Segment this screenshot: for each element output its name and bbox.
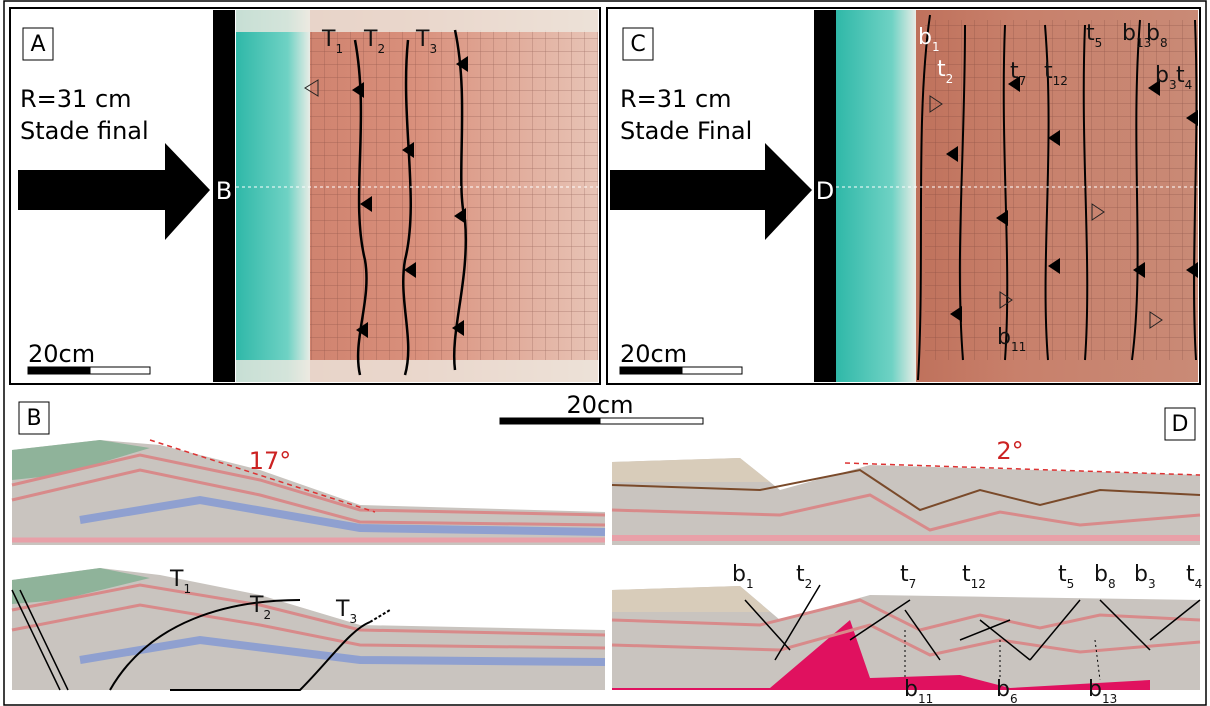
fault-letter: t [1044,59,1053,84]
fault-letter: t [1010,59,1019,84]
section-marker: D [816,177,834,205]
stage: Stade Final [620,117,752,145]
fault-letter: t [1058,562,1067,587]
radius: R=31 cm [620,85,732,113]
fault-index: 11 [918,692,933,706]
panel-a: A R=31 cm Stade final B 20cm [10,8,600,384]
fault-index: 2 [263,608,271,622]
panel-label: D [1172,412,1189,437]
fault-letter: b [996,677,1010,702]
fault-index: 11 [1011,340,1026,354]
fault-index: 8 [1108,577,1116,591]
fault-letter: t [1086,21,1095,46]
fault-index: 3 [1148,577,1156,591]
fault-letter: b [1088,677,1102,702]
fault-letter: t [1176,63,1185,88]
scale-label: 20cm [566,391,633,419]
figure: A R=31 cm Stade final B 20cm C R=31 cm S… [0,0,1210,706]
fault-letter: T [249,593,264,618]
section-marker: B [216,177,232,205]
fault-letter: T [335,597,350,622]
fault-letter: b [732,562,746,587]
fault-letter: b [1155,63,1169,88]
fault-index: 2 [377,42,385,56]
fault-index: 1 [746,577,754,591]
scale-bar [28,367,90,374]
fault-index: 13 [1102,692,1117,706]
fault-letter: T [415,27,430,52]
fault-index: 2 [946,72,954,86]
fault-letter: t [1186,562,1195,587]
slope-angle: 2° [996,437,1023,465]
fault-letter: b [1146,21,1160,46]
scale-label: 20cm [620,340,687,368]
photo-edge [236,360,598,382]
panel-c: C R=31 cm Stade Final D 20cm [607,8,1200,384]
fault-letter: T [169,567,184,592]
panel-label: A [30,32,45,57]
scale-bar [500,418,600,424]
fault-letter: b [997,325,1011,350]
fault-index: 1 [183,582,191,596]
fault-index: 4 [1195,577,1203,591]
photo-grid [310,30,598,360]
fault-letter: b [918,25,932,50]
fault-index: 8 [1160,36,1168,50]
radius: R=31 cm [20,85,132,113]
fault-index: 5 [1067,577,1075,591]
fault-index: 1 [932,40,940,54]
fault-index: 12 [971,577,986,591]
fault-index: 1 [335,42,343,56]
scale-bar [682,367,742,374]
panel-label: B [26,406,41,431]
fault-index: 12 [1053,74,1068,88]
fault-letter: T [363,27,378,52]
stage: Stade final [20,117,149,145]
fault-index: 7 [1019,74,1027,88]
fault-letter: t [900,562,909,587]
fault-letter: b [1122,21,1136,46]
fault-letter: t [937,57,946,82]
scale-bar [600,418,703,424]
scale-label: 20cm [28,340,95,368]
fault-letter: t [796,562,805,587]
photo-sand [836,10,916,382]
fault-index: 2 [805,577,813,591]
photo-sand [236,10,310,382]
fault-letter: b [1134,562,1148,587]
fault-letter: T [321,27,336,52]
fault-letter: t [962,562,971,587]
scale-bar [90,367,150,374]
fault-letter: b [1094,562,1108,587]
fault-letter: b [904,677,918,702]
fault-index: 4 [1185,78,1193,92]
panel-label: C [630,32,645,57]
fault-index: 3 [429,42,437,56]
scale-bar [620,367,682,374]
fault-index: 3 [349,612,357,626]
slope-angle: 17° [249,447,292,475]
fault-index: 7 [909,577,917,591]
fault-index: 5 [1095,36,1103,50]
fault-index: 6 [1010,692,1018,706]
